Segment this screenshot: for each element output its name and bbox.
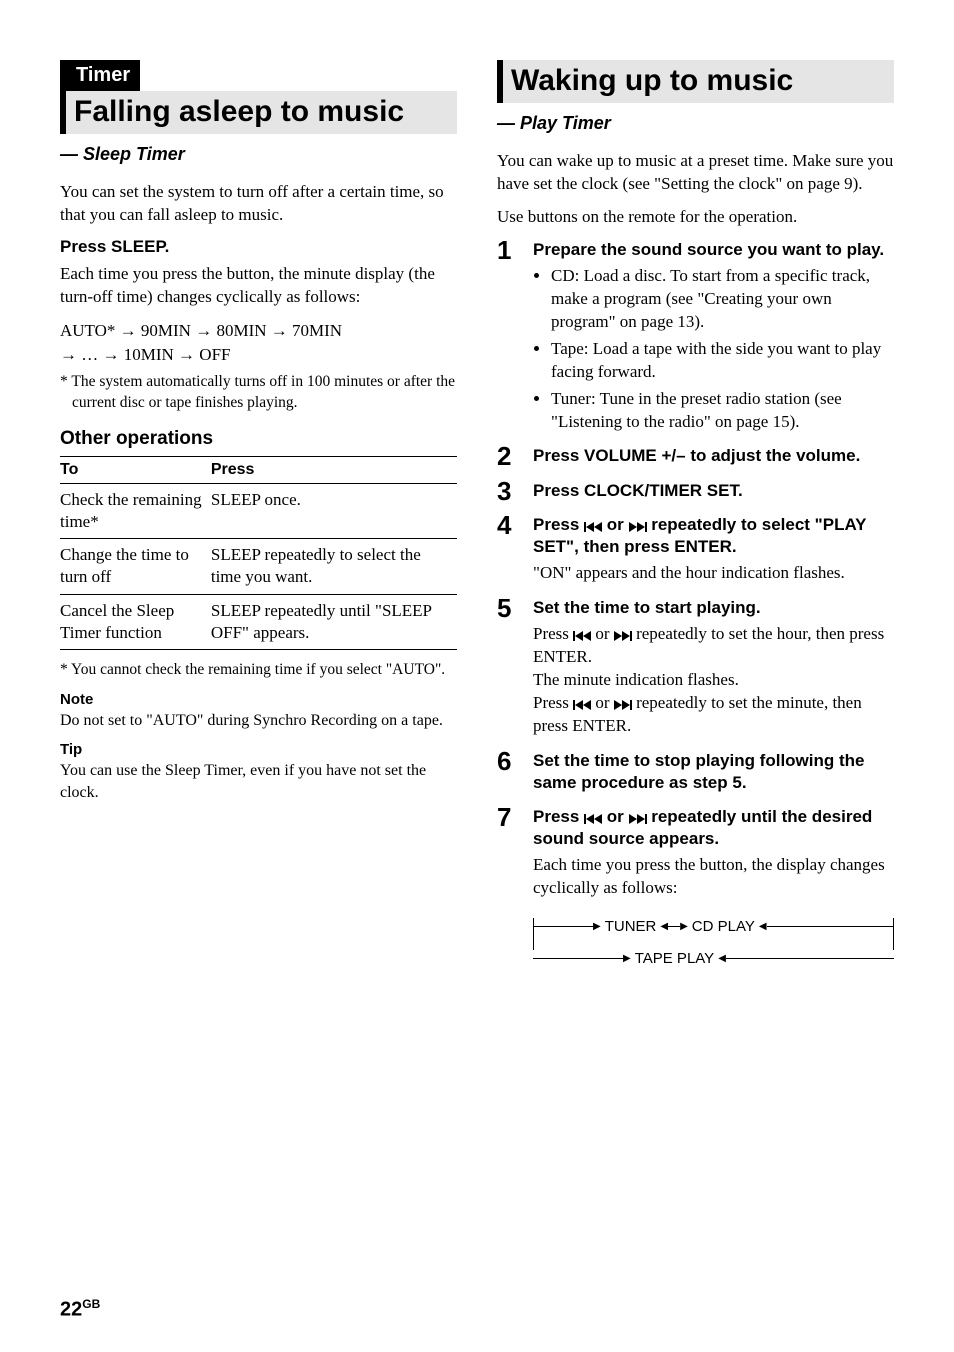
step-body: Press or repeatedly to set the minute, t… [533, 692, 894, 738]
step-4: Press or repeatedly to select "PLAY SET"… [497, 514, 894, 585]
table-cell: SLEEP once. [211, 484, 457, 539]
step-head: Press or repeatedly until the desired so… [533, 806, 894, 850]
cycle-tape: TAPE PLAY [631, 950, 718, 967]
right-column: Waking up to music — Play Timer You can … [497, 60, 894, 1297]
table-header-to: To [60, 457, 211, 484]
bullet-tape: Tape: Load a tape with the side you want… [551, 338, 894, 384]
step-body: Each time you press the button, the disp… [533, 854, 894, 900]
step-head: Press VOLUME +/– to adjust the volume. [533, 445, 894, 467]
sleep-intro: You can set the system to turn off after… [60, 181, 457, 227]
bullet-tuner: Tuner: Tune in the preset radio station … [551, 388, 894, 434]
table-row: Change the time to turn off SLEEP repeat… [60, 539, 457, 594]
step-6: Set the time to stop playing following t… [497, 750, 894, 794]
table-cell: Change the time to turn off [60, 539, 211, 594]
step-head: Press or repeatedly to select "PLAY SET"… [533, 514, 894, 558]
step-3: Press CLOCK/TIMER SET. [497, 480, 894, 502]
table-footnote: * You cannot check the remaining time if… [60, 660, 457, 681]
table-header-press: Press [211, 457, 457, 484]
note-body: Do not set to "AUTO" during Synchro Reco… [60, 710, 457, 732]
step-body: Press or repeatedly to set the hour, the… [533, 623, 894, 669]
step-head: Set the time to stop playing following t… [533, 750, 894, 794]
other-operations-head: Other operations [60, 428, 457, 450]
step-5: Set the time to start playing. Press or … [497, 597, 894, 738]
skip-back-icon [573, 631, 591, 641]
cycle-diagram: ▶ TUNER ◀ ▶ CD PLAY ◀ ▶ [533, 912, 894, 972]
skip-back-icon [584, 522, 602, 532]
table-row: Cancel the Sleep Timer function SLEEP re… [60, 594, 457, 649]
tip-head: Tip [60, 741, 457, 758]
page-number: 22GB [60, 1297, 894, 1322]
step-body: "ON" appears and the hour indication fla… [533, 562, 894, 585]
title-falling-asleep: Falling asleep to music [66, 91, 457, 134]
subtitle-sleep-timer: — Sleep Timer [60, 144, 457, 165]
skip-forward-icon [614, 631, 632, 641]
table-cell: SLEEP repeatedly to select the time you … [211, 539, 457, 594]
left-column: Timer Falling asleep to music — Sleep Ti… [60, 60, 457, 1297]
table-cell: SLEEP repeatedly until "SLEEP OFF" appea… [211, 594, 457, 649]
section-tab-timer: Timer [66, 60, 140, 91]
step-head: Set the time to start playing. [533, 597, 894, 619]
table-cell: Cancel the Sleep Timer function [60, 594, 211, 649]
step-head: Prepare the sound source you want to pla… [533, 239, 894, 261]
play-intro-1: You can wake up to music at a preset tim… [497, 150, 894, 196]
sleep-sequence-1: AUTO* → 90MIN → 80MIN → 70MIN [60, 319, 457, 343]
step-7: Press or repeatedly until the desired so… [497, 806, 894, 972]
skip-back-icon [573, 700, 591, 710]
sleep-sequence-2: → … → 10MIN → OFF [60, 343, 457, 367]
step-2: Press VOLUME +/– to adjust the volume. [497, 445, 894, 467]
play-intro-2: Use buttons on the remote for the operat… [497, 206, 894, 229]
table-row: Check the remaining time* SLEEP once. [60, 484, 457, 539]
note-head: Note [60, 691, 457, 708]
table-cell: Check the remaining time* [60, 484, 211, 539]
sleep-sequence-footnote: * The system automatically turns off in … [60, 372, 457, 414]
step-1-bullets: CD: Load a disc. To start from a specifi… [533, 265, 894, 434]
skip-forward-icon [629, 522, 647, 532]
cycle-tuner: TUNER [601, 918, 661, 935]
cycle-cd: CD PLAY [688, 918, 759, 935]
step-head: Press CLOCK/TIMER SET. [533, 480, 894, 502]
title-waking-up: Waking up to music [497, 60, 894, 103]
step-body: The minute indication flashes. [533, 669, 894, 692]
skip-forward-icon [614, 700, 632, 710]
press-sleep-head: Press SLEEP. [60, 237, 457, 257]
other-operations-table: To Press Check the remaining time* SLEEP… [60, 456, 457, 650]
bullet-cd: CD: Load a disc. To start from a specifi… [551, 265, 894, 334]
subtitle-play-timer: — Play Timer [497, 113, 894, 134]
play-timer-steps: Prepare the sound source you want to pla… [497, 239, 894, 972]
skip-back-icon [584, 814, 602, 824]
skip-forward-icon [629, 814, 647, 824]
press-sleep-body: Each time you press the button, the minu… [60, 263, 457, 309]
tip-body: You can use the Sleep Timer, even if you… [60, 760, 457, 803]
step-1: Prepare the sound source you want to pla… [497, 239, 894, 434]
